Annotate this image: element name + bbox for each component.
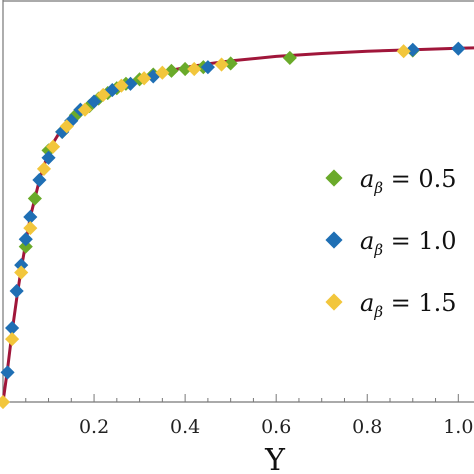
data-point-series-3 (187, 61, 202, 77)
data-point-series-2 (9, 283, 24, 299)
x-tick-label: 0.4 (170, 416, 200, 438)
data-point-series-1 (27, 191, 42, 206)
plot-frame (2, 0, 474, 403)
data-point-series-2 (18, 232, 33, 247)
data-point-series-3 (137, 71, 152, 86)
legend-label-series-1: aβ = 0.5 (360, 165, 457, 197)
data-point-series-2 (32, 172, 47, 188)
fit-curve (1, 46, 474, 403)
data-point-series-1 (282, 50, 297, 65)
x-tick-label: 1.0 (443, 416, 473, 438)
x-axis-title: Υ (264, 443, 286, 474)
x-tick-label: 0.6 (261, 416, 291, 438)
data-point-series-2 (0, 365, 15, 380)
data-point-series-3 (77, 102, 93, 117)
data-point-series-3 (5, 332, 20, 347)
legend: aβ = 0.5 aβ = 1.0 aβ = 1.5 (325, 165, 457, 321)
data-points (0, 41, 466, 410)
data-point-series-3 (59, 119, 74, 134)
data-point-series-1 (164, 63, 179, 78)
data-point-series-2 (123, 76, 138, 91)
data-point-series-3 (155, 65, 170, 80)
x-tick-label: 0.2 (79, 416, 109, 438)
data-point-series-3 (96, 87, 111, 102)
data-point-series-3 (114, 78, 129, 93)
data-point-series-3 (36, 161, 52, 176)
legend-marker-series-1 (325, 169, 343, 187)
data-point-series-3 (23, 221, 38, 236)
data-point-series-2 (200, 60, 215, 75)
x-ticks: 0.20.40.60.81.01 (79, 416, 473, 438)
data-point-series-2 (405, 42, 420, 57)
data-point-series-3 (14, 265, 29, 280)
legend-label-series-2: aβ = 1.0 (360, 227, 457, 259)
data-point-series-3 (0, 394, 11, 410)
data-point-series-1 (223, 56, 238, 71)
data-point-series-3 (214, 57, 229, 72)
data-point-series-2 (451, 41, 466, 56)
legend-marker-series-2 (325, 231, 343, 249)
x-tick-label: 0.8 (352, 416, 382, 438)
data-point-series-2 (41, 150, 56, 165)
data-point-series-2 (86, 94, 102, 109)
legend-marker-series-3 (325, 293, 343, 311)
data-point-series-3 (46, 139, 61, 154)
legend-label-series-3: aβ = 1.5 (360, 289, 457, 321)
data-point-series-3 (396, 44, 411, 59)
data-point-series-1 (18, 239, 33, 254)
